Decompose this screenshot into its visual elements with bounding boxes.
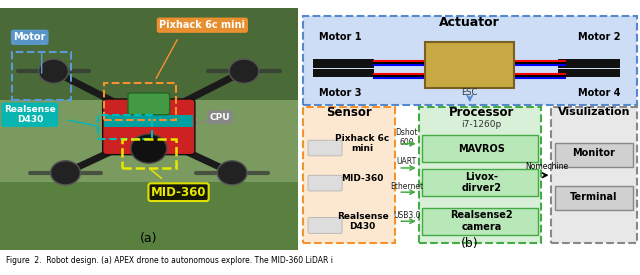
FancyBboxPatch shape	[555, 142, 633, 167]
Circle shape	[51, 161, 81, 185]
Text: Realsense
D430: Realsense D430	[4, 105, 56, 124]
FancyBboxPatch shape	[303, 15, 637, 105]
Text: Motor 4: Motor 4	[578, 88, 620, 98]
Text: Pixhack 6c mini: Pixhack 6c mini	[159, 20, 245, 30]
Text: Actuator: Actuator	[440, 16, 500, 29]
Text: Motor 1: Motor 1	[319, 32, 362, 42]
FancyBboxPatch shape	[102, 99, 195, 155]
Text: Figure  2.  Robot design. (a) APEX drone to autonomous explore. The MID-360 LiDA: Figure 2. Robot design. (a) APEX drone t…	[6, 256, 333, 265]
Text: USB3.0: USB3.0	[393, 211, 420, 220]
Text: Terminal: Terminal	[570, 192, 618, 202]
Text: Livox-
dirver2: Livox- dirver2	[461, 172, 502, 193]
FancyBboxPatch shape	[308, 175, 342, 191]
Text: CPU: CPU	[210, 113, 230, 122]
Text: Realsense
D430: Realsense D430	[337, 211, 388, 231]
Circle shape	[229, 59, 259, 83]
FancyBboxPatch shape	[555, 186, 633, 210]
Bar	[313, 59, 374, 68]
FancyBboxPatch shape	[308, 218, 342, 233]
Text: Ethernet: Ethernet	[390, 182, 423, 191]
Text: Realsense2
camera: Realsense2 camera	[451, 210, 513, 232]
Bar	[104, 115, 193, 127]
Text: i7-1260p: i7-1260p	[461, 120, 502, 129]
FancyBboxPatch shape	[552, 108, 637, 243]
FancyBboxPatch shape	[422, 208, 538, 235]
Text: Motor 2: Motor 2	[578, 32, 620, 42]
Text: MAVROS: MAVROS	[458, 144, 505, 154]
Text: Sensor: Sensor	[326, 106, 372, 119]
Bar	[313, 69, 374, 77]
Text: Processor: Processor	[449, 106, 515, 119]
FancyBboxPatch shape	[422, 169, 538, 196]
Bar	[0, 8, 298, 100]
Text: Motor 3: Motor 3	[319, 88, 362, 98]
Bar	[558, 69, 620, 77]
FancyBboxPatch shape	[303, 108, 395, 243]
FancyBboxPatch shape	[128, 93, 170, 115]
Text: Monitor: Monitor	[573, 148, 616, 158]
Text: MID-360: MID-360	[151, 186, 206, 199]
Text: Pixhack 6c
mini: Pixhack 6c mini	[335, 134, 390, 153]
Bar	[0, 183, 298, 250]
FancyBboxPatch shape	[426, 42, 514, 88]
Circle shape	[38, 59, 68, 83]
Circle shape	[217, 161, 247, 185]
Text: ESC: ESC	[461, 89, 478, 97]
Text: Motor: Motor	[13, 32, 46, 42]
Text: Visulization: Visulization	[558, 107, 630, 117]
FancyBboxPatch shape	[419, 108, 541, 243]
FancyBboxPatch shape	[308, 140, 342, 156]
Bar	[558, 59, 620, 68]
Text: (a): (a)	[140, 232, 157, 245]
Text: MID-360: MID-360	[341, 174, 384, 183]
FancyBboxPatch shape	[422, 135, 538, 162]
Text: UART: UART	[397, 157, 417, 166]
Circle shape	[131, 134, 166, 163]
Text: Nomechine: Nomechine	[525, 162, 568, 171]
Text: Dshot
600: Dshot 600	[396, 128, 418, 147]
Text: (b): (b)	[461, 237, 479, 250]
